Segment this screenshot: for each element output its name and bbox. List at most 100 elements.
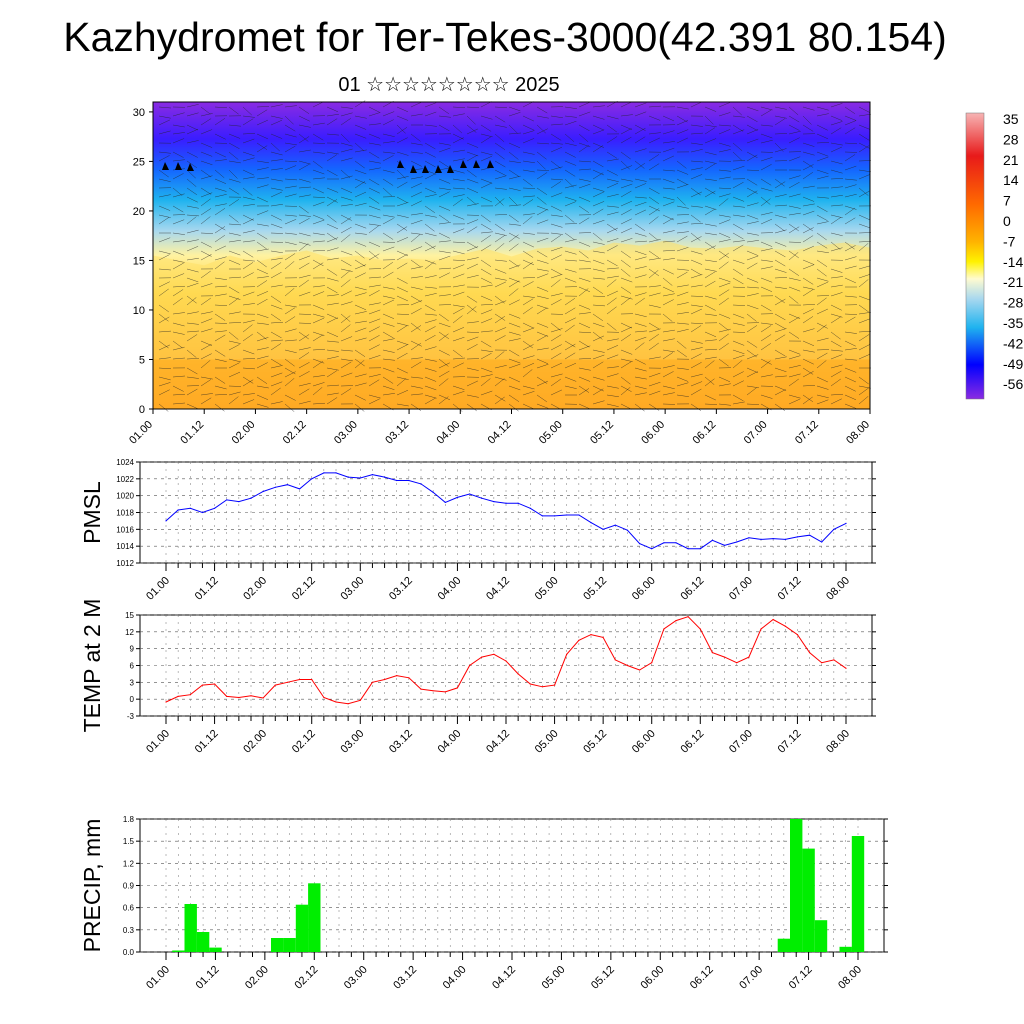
wind-barb [312, 285, 325, 288]
wind-barb [676, 367, 689, 370]
wind-barb [200, 353, 212, 360]
wind-barb [410, 322, 421, 331]
wind-barb [830, 393, 844, 396]
wind-barb [648, 381, 661, 387]
wind-barb [830, 247, 843, 252]
wind-barb [312, 360, 324, 369]
wind-barb [312, 382, 325, 387]
wind-barb [830, 370, 842, 378]
wind-barb [186, 311, 199, 315]
wind-barb [536, 128, 548, 135]
wind-barb [382, 393, 395, 396]
wind-barb [508, 280, 520, 288]
wind-barb [648, 238, 661, 243]
wind-barb [844, 367, 857, 373]
wind-barb [382, 141, 395, 144]
wind-barb [676, 349, 687, 358]
wind-barb [508, 363, 521, 369]
wind-barb [522, 340, 533, 349]
wind-barb [186, 128, 199, 135]
data-point [639, 669, 641, 671]
wind-barb [858, 334, 870, 342]
wind-barb [466, 151, 479, 157]
wind-barb [200, 328, 213, 333]
wind-barb [452, 113, 465, 117]
wind-barb [788, 212, 801, 216]
wind-barb [424, 194, 437, 198]
wind-barb [354, 358, 365, 367]
wind-barb [802, 124, 814, 132]
wind-barb [410, 151, 423, 154]
wind-barb [816, 133, 829, 140]
wind-barb [704, 241, 716, 249]
wind-barb [410, 376, 423, 379]
wind-flag [187, 163, 194, 171]
wind-barb [830, 217, 842, 225]
wind-barb [732, 322, 745, 326]
wind-barb [522, 250, 534, 258]
wind-barb [284, 142, 297, 146]
data-point [517, 502, 519, 504]
wind-barb [620, 183, 633, 189]
wind-barb [564, 250, 577, 255]
wind-barb [858, 385, 871, 389]
data-point [189, 507, 191, 509]
wind-barb [774, 178, 785, 187]
x-tick-label: 02.00 [243, 964, 271, 992]
wind-barb [368, 394, 381, 399]
wind-barb [564, 151, 576, 158]
wind-barb [368, 187, 380, 194]
wind-barb [340, 226, 352, 234]
data-point [323, 472, 325, 474]
data-point [335, 701, 337, 703]
wind-barb [340, 196, 353, 201]
wind-barb [326, 169, 338, 177]
wind-barb [634, 111, 647, 117]
page-subtitle: 01 ☆☆☆☆☆☆☆☆ 2025 [338, 74, 560, 96]
data-point [626, 664, 629, 667]
wind-barb [634, 342, 645, 351]
wind-barb [774, 214, 787, 219]
wind-barb [564, 268, 577, 273]
wind-barb [284, 378, 295, 387]
wind-barb [732, 181, 744, 189]
wind-barb [606, 279, 617, 288]
wind-barb [298, 382, 311, 387]
wind-barb [522, 151, 535, 155]
wind-barb [396, 403, 409, 407]
wind-barb [368, 335, 380, 342]
wind-barb [354, 124, 367, 130]
wind-barb [858, 241, 872, 243]
wind-barb [396, 115, 409, 121]
wind-barb [172, 214, 186, 216]
x-tick-label: 05.12 [588, 419, 616, 447]
wind-barb [746, 293, 759, 297]
wind-barb [214, 376, 226, 384]
wind-barb [312, 387, 323, 396]
wind-barb [466, 169, 477, 178]
wind-barb [592, 376, 605, 381]
wind-barb [746, 169, 760, 171]
wind-barb [214, 334, 226, 342]
wind-barb [634, 196, 647, 199]
data-point [481, 497, 483, 499]
wind-barb [690, 304, 703, 307]
wind-barb [186, 349, 197, 358]
y-axis-label: TEMP at 2 M [79, 599, 105, 733]
data-point [554, 515, 556, 517]
data-point [614, 524, 616, 526]
wind-barb [452, 228, 465, 234]
wind-barb [452, 106, 466, 108]
wind-barb [774, 277, 788, 279]
data-point [177, 509, 179, 511]
wind-barb [774, 115, 787, 119]
wind-barb [298, 186, 312, 189]
wind-barb [802, 316, 814, 324]
x-tick-label: 08.00 [836, 964, 864, 992]
wind-barb [508, 187, 521, 191]
wind-barb [284, 185, 297, 189]
wind-barb [410, 357, 423, 360]
wind-flag [422, 165, 429, 173]
wind-barb [732, 401, 745, 405]
wind-barb [368, 379, 380, 387]
